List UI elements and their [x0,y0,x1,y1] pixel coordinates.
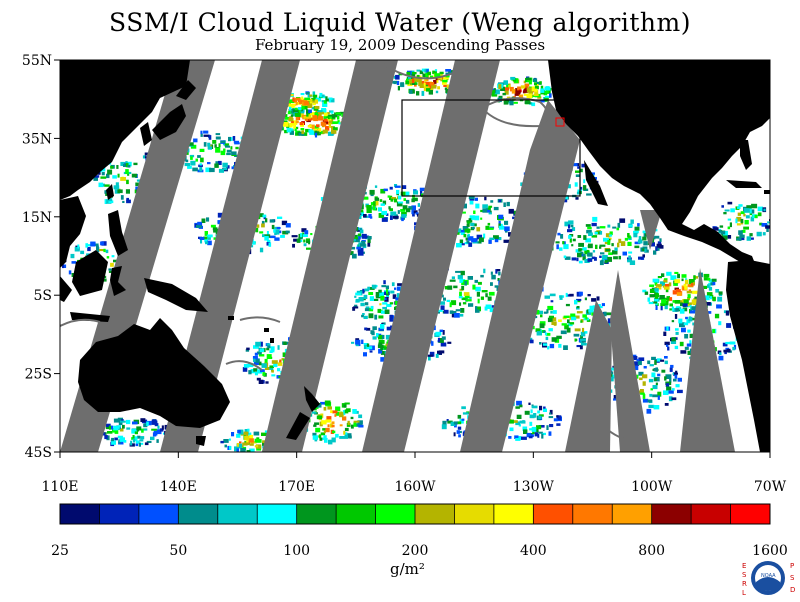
lat-label: 15N [22,210,52,226]
land-north-america [548,60,770,266]
land-new-zealand-s [286,412,310,440]
colorbar-tick-label: 400 [520,543,547,559]
swath-gap [680,268,735,452]
svg-text:S: S [742,571,747,579]
isobar [379,61,461,80]
svg-text:D: D [790,586,795,594]
station-marker [555,117,565,127]
swath-gap [565,300,612,452]
land-tasmania [196,436,206,446]
lon-label: 140E [160,479,197,495]
colorbar-tick-label: 100 [283,543,310,559]
colorbar-swatch [138,504,179,524]
lon-label: 130W [513,479,555,495]
logo-letters-left: E [742,562,746,570]
land-japan-north [176,80,196,100]
lon-label: 160W [394,479,436,495]
noaa-esrl-psd-logo: E S R L NOAA P S D [738,558,798,598]
swath-gap [610,270,650,452]
land-baja [584,160,608,206]
swath-gap [640,210,662,250]
lat-label: 55N [22,53,52,69]
colorbar-swatch [454,504,495,524]
swath-gap [460,100,580,452]
isobar [239,316,281,323]
colorbar-tick-label: 25 [51,543,69,559]
svg-text:R: R [742,580,747,588]
land-korea [140,122,152,146]
colorbar-swatch [336,504,377,524]
land-asia [60,60,190,200]
lon-label: 70W [754,479,787,495]
land-south-america [726,260,770,452]
colorbar-unit: g/m² [390,560,425,578]
lat-label: 25S [25,367,52,383]
svg-text:NOAA: NOAA [761,573,776,579]
lon-label: 100W [631,479,673,495]
land-new-zealand-n [304,386,320,412]
svg-text:S: S [790,574,795,582]
colorbar-swatch [651,504,692,524]
colorbar: 25 50 100 200 400 800 1600 [51,503,788,559]
land-borneo [72,250,108,296]
isobar [607,429,647,442]
land-sulawesi [110,266,126,296]
colorbar-swatch [691,504,732,524]
land-japan [152,104,186,140]
colorbar-swatch [178,504,219,524]
colorbar-swatch [99,504,140,524]
land-new-guinea [144,278,208,312]
isobar [225,360,263,371]
region-box [401,99,581,197]
chart-title: SSM/I Cloud Liquid Water (Weng algorithm… [109,8,691,37]
isobar [481,97,549,128]
colorbar-swatch [415,504,455,524]
lat-label: 45S [25,445,52,461]
colorbar-swatch [612,504,653,524]
colorbar-swatch [730,504,771,524]
isobar [60,318,101,327]
colorbar-swatch [60,504,100,524]
land-islands [228,316,234,320]
lat-axis: 55N 35N 15N 5S 25S 45S [22,53,60,461]
land-islands [270,338,274,343]
swath-gap [160,60,300,452]
chart-subtitle: February 19, 2009 Descending Passes [254,36,546,54]
colorbar-swatch [217,504,258,524]
land-islands [764,190,770,194]
land-sumatra [60,276,72,302]
land-islands [264,328,269,332]
lon-axis: 110E 140E 170E 160W 130W 100W 70W [42,452,787,495]
isobar-lines [60,61,647,442]
lon-label: 110E [42,479,79,495]
lon-label: 170E [278,479,315,495]
colorbar-tick-label: 200 [402,543,429,559]
land-indochina [60,196,86,268]
colorbar-swatch [296,504,337,524]
svg-text:L: L [742,589,746,597]
swath-gap [362,60,500,452]
lat-label: 35N [22,131,52,147]
land-masses [60,60,770,452]
colorbar-swatch [493,504,534,524]
land-florida [740,140,752,170]
colorbar-tick-label: 1600 [752,543,788,559]
colorbar-tick-label: 50 [169,543,187,559]
logo-letters-right: P [790,562,794,570]
colorbar-tick-label: 800 [638,543,665,559]
land-philippines [108,210,128,256]
colorbar-swatch [533,504,574,524]
colorbar-swatch [257,504,298,524]
colorbar-swatch [375,504,416,524]
land-taiwan [106,184,114,200]
lat-label: 5S [34,288,53,304]
land-australia [78,318,230,428]
colorbar-swatch [572,504,613,524]
swath-gap [262,60,398,452]
land-cuba [726,180,762,188]
